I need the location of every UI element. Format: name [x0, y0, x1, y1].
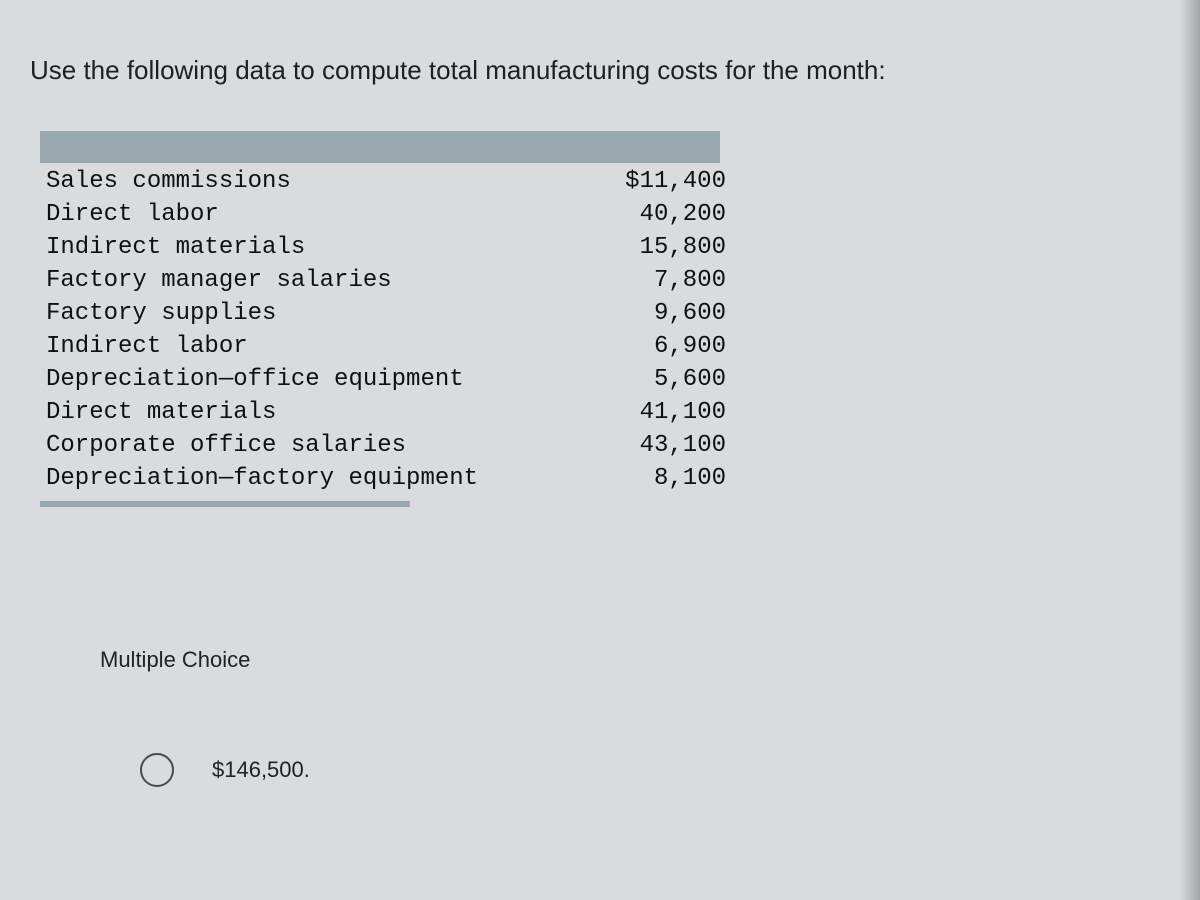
table-row: Indirect labor 6,900	[46, 330, 726, 363]
row-value: 9,600	[586, 297, 726, 330]
question-prompt: Use the following data to compute total …	[30, 55, 1170, 86]
row-label: Sales commissions	[46, 165, 291, 198]
row-label: Factory supplies	[46, 297, 276, 330]
row-value: 6,900	[586, 330, 726, 363]
table-row: Depreciation—office equipment 5,600	[46, 363, 726, 396]
row-label: Direct materials	[46, 396, 276, 429]
table-row: Corporate office salaries 43,100	[46, 429, 726, 462]
table-row: Direct materials 41,100	[46, 396, 726, 429]
row-label: Corporate office salaries	[46, 429, 406, 462]
table-row: Depreciation—factory equipment 8,100	[46, 462, 726, 495]
radio-icon[interactable]	[140, 753, 174, 787]
table-row: Factory supplies 9,600	[46, 297, 726, 330]
table-row: Sales commissions $11,400	[46, 165, 726, 198]
table-footer-bar	[40, 501, 410, 507]
table-header-bar	[40, 131, 720, 163]
row-value: 8,100	[586, 462, 726, 495]
table-row: Factory manager salaries 7,800	[46, 264, 726, 297]
row-value: 43,100	[586, 429, 726, 462]
row-label: Indirect materials	[46, 231, 305, 264]
choice-option-1[interactable]: $146,500.	[140, 753, 1170, 787]
question-page: Use the following data to compute total …	[0, 0, 1200, 900]
row-label: Depreciation—factory equipment	[46, 462, 478, 495]
row-value: $11,400	[586, 165, 726, 198]
row-value: 7,800	[586, 264, 726, 297]
row-label: Depreciation—office equipment	[46, 363, 464, 396]
table-row: Direct labor 40,200	[46, 198, 726, 231]
row-value: 15,800	[586, 231, 726, 264]
multiple-choice-heading: Multiple Choice	[100, 647, 1170, 673]
row-label: Factory manager salaries	[46, 264, 392, 297]
row-label: Indirect labor	[46, 330, 248, 363]
row-value: 41,100	[586, 396, 726, 429]
table-row: Indirect materials 15,800	[46, 231, 726, 264]
page-edge-shadow	[1180, 0, 1200, 900]
row-label: Direct labor	[46, 198, 219, 231]
row-value: 5,600	[586, 363, 726, 396]
row-value: 40,200	[586, 198, 726, 231]
cost-data-table: Sales commissions $11,400 Direct labor 4…	[46, 165, 726, 495]
choice-label: $146,500.	[212, 757, 310, 783]
